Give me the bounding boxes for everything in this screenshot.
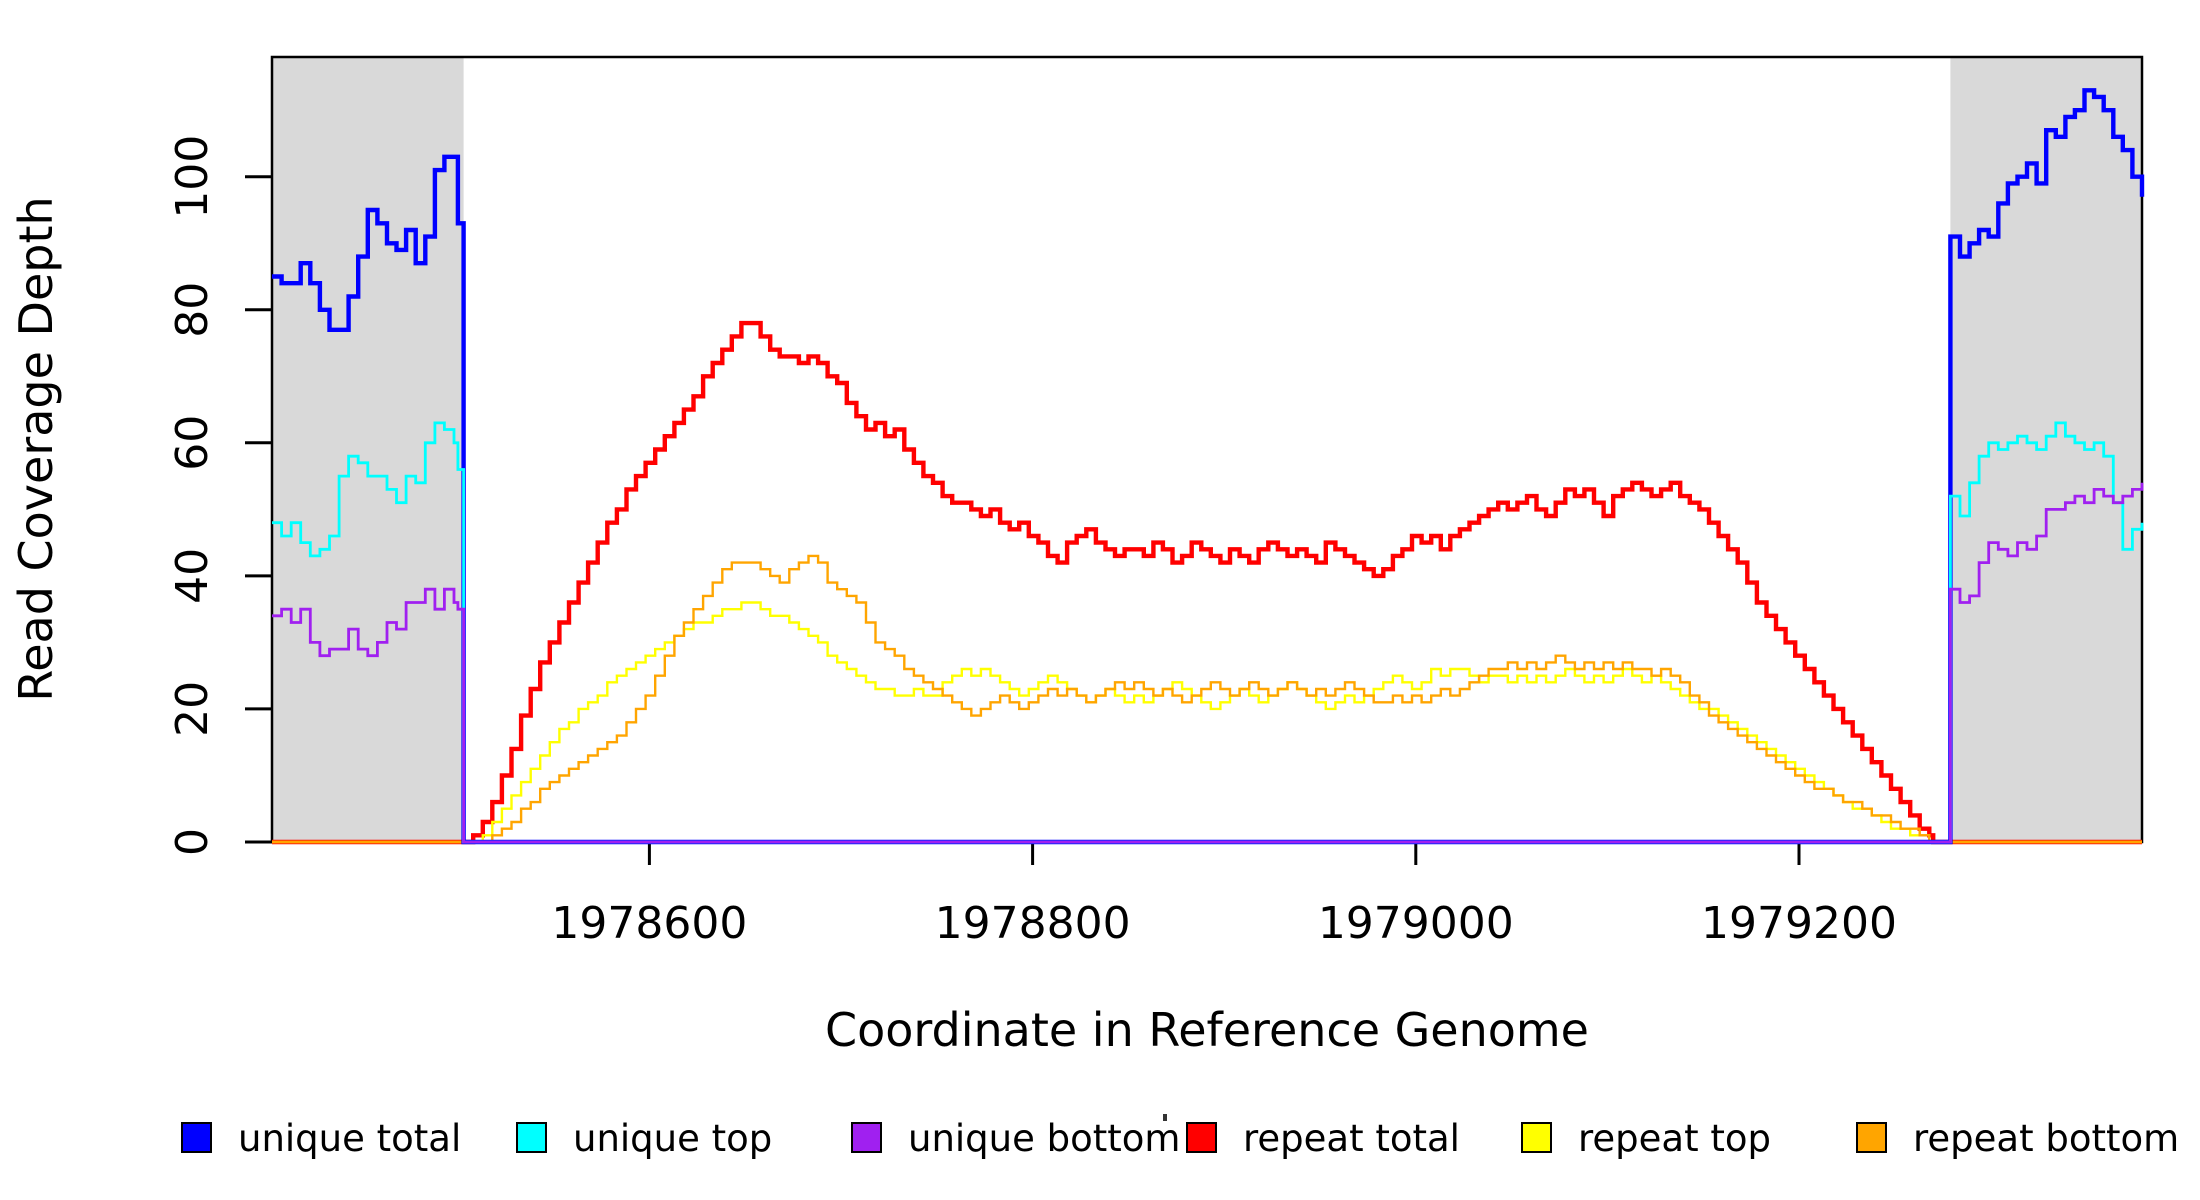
x-axis-title: Coordinate in Reference Genome [825, 1003, 1589, 1057]
y-tick-label: 80 [167, 282, 218, 338]
legend-label: repeat bottom [1913, 1117, 2179, 1160]
legend-swatch-repeat-bottom [1856, 1122, 1887, 1153]
legend-label: unique total [238, 1117, 461, 1160]
series-lines [272, 88, 2145, 845]
x-tick-label: 1978600 [551, 898, 747, 949]
x-tick-label: 1979000 [1318, 898, 1514, 949]
y-axis-title: Read Coverage Depth [9, 196, 63, 701]
legend-swatch-unique-bottom [851, 1122, 882, 1153]
left-masked-region [272, 57, 464, 842]
legend-item-repeat-total: repeat total [1186, 1117, 1460, 1160]
legend-item-unique-top: unique top [516, 1117, 772, 1160]
x-axis-ticks [647, 842, 1801, 865]
legend-item-unique-total: unique total [181, 1117, 461, 1160]
y-tick-label: 100 [167, 135, 218, 219]
x-tick-label: 1979200 [1701, 898, 1897, 949]
legend-item-repeat-top: repeat top [1521, 1117, 1771, 1160]
legend-label: unique bottom [908, 1117, 1180, 1160]
legend-item-repeat-bottom: repeat bottom [1856, 1117, 2179, 1160]
y-tick-label: 0 [167, 828, 218, 856]
legend-label: unique top [573, 1117, 772, 1160]
series-unique-total [272, 88, 2145, 845]
legend-swatch-repeat-total [1186, 1122, 1217, 1153]
masked-regions [272, 57, 2142, 842]
y-axis-tick-labels: 0 20 40 60 80 100 [167, 135, 218, 856]
stray-mark [1163, 1114, 1167, 1121]
legend-swatch-repeat-top [1521, 1122, 1552, 1153]
legend-swatch-unique-total [181, 1122, 212, 1153]
x-tick-label: 1978800 [935, 898, 1131, 949]
series-unique-bottom [272, 482, 2144, 844]
series-repeat-bottom [272, 554, 2142, 844]
y-tick-label: 20 [167, 681, 218, 737]
series-unique-top [272, 421, 2144, 844]
legend-label: repeat total [1243, 1117, 1460, 1160]
series-repeat-top [272, 601, 2142, 844]
legend: unique total unique top unique bottom repea… [181, 1117, 2179, 1160]
series-repeat-total [272, 320, 2142, 845]
y-axis-ticks [245, 175, 272, 844]
legend-label: repeat top [1578, 1117, 1771, 1160]
y-tick-label: 60 [167, 415, 218, 471]
x-axis-tick-labels: 1978600 1978800 1979000 1979200 [551, 898, 1897, 949]
legend-item-unique-bottom: unique bottom [851, 1117, 1180, 1160]
legend-swatch-unique-top [516, 1122, 547, 1153]
plot-frame [270, 55, 2144, 844]
y-tick-label: 40 [167, 548, 218, 604]
